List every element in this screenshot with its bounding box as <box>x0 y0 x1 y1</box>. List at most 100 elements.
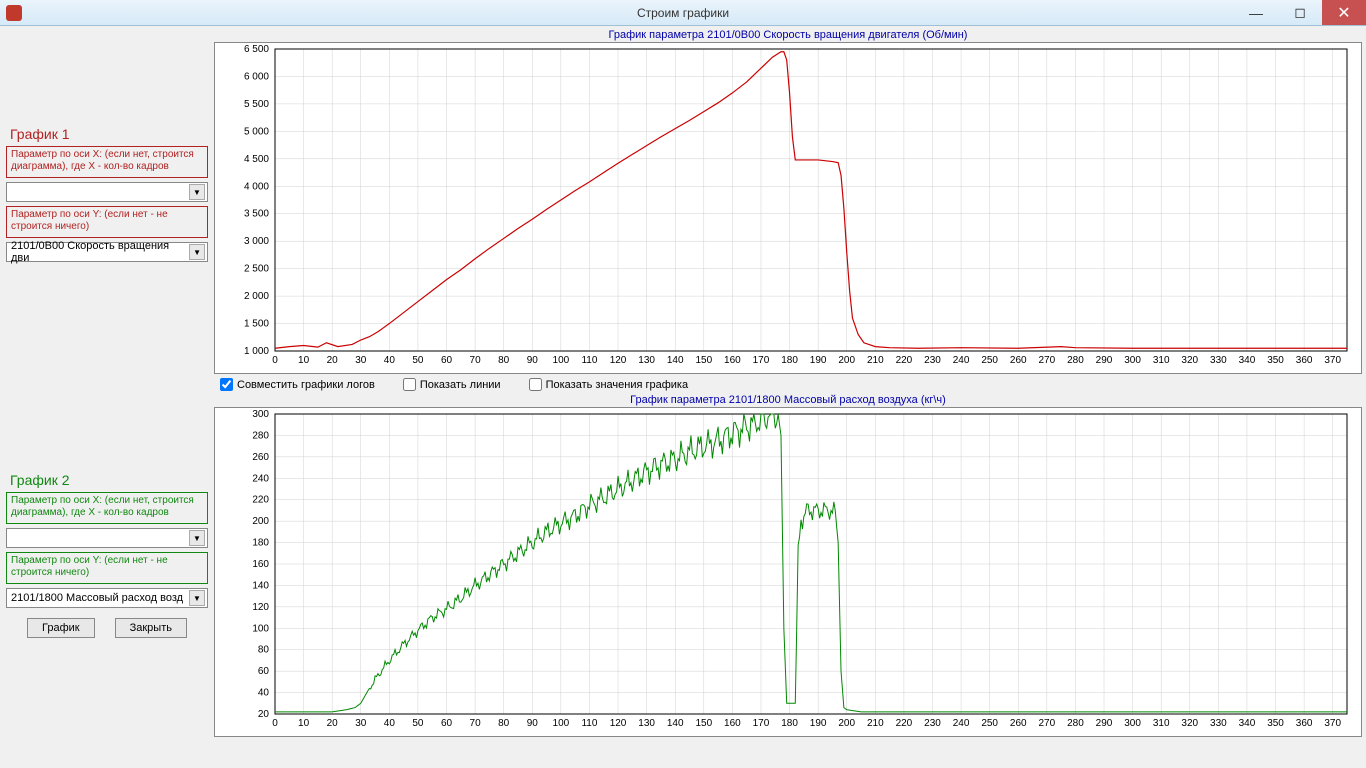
svg-text:1 500: 1 500 <box>244 319 269 330</box>
svg-text:350: 350 <box>1267 355 1284 366</box>
svg-text:50: 50 <box>412 718 424 729</box>
combine-checkbox[interactable]: Совместить графики логов <box>220 378 375 391</box>
svg-text:330: 330 <box>1210 355 1227 366</box>
svg-text:320: 320 <box>1181 355 1198 366</box>
svg-text:4 500: 4 500 <box>244 154 269 165</box>
svg-text:20: 20 <box>327 355 339 366</box>
svg-text:40: 40 <box>384 718 396 729</box>
values-checkbox[interactable]: Показать значения графика <box>529 378 689 391</box>
svg-text:240: 240 <box>953 355 970 366</box>
svg-text:310: 310 <box>1153 718 1170 729</box>
svg-text:10: 10 <box>298 718 310 729</box>
graph2-title: График 2 <box>10 472 208 488</box>
titlebar: Строим графики — ◻ ✕ <box>0 0 1366 26</box>
chart2-title: График параметра 2101/1800 Массовый расх… <box>214 393 1362 407</box>
graph1-title: График 1 <box>10 126 208 142</box>
chart2-area: 0102030405060708090100110120130140150160… <box>214 407 1362 737</box>
svg-text:260: 260 <box>1010 718 1027 729</box>
svg-text:60: 60 <box>441 355 453 366</box>
svg-text:340: 340 <box>1239 355 1256 366</box>
graph1-y-label: Параметр по оси Y: (если нет - не строит… <box>11 209 203 233</box>
graph-button[interactable]: График <box>27 618 95 638</box>
svg-text:190: 190 <box>810 355 827 366</box>
svg-text:120: 120 <box>252 602 269 613</box>
svg-text:230: 230 <box>924 355 941 366</box>
svg-text:5 500: 5 500 <box>244 99 269 110</box>
chevron-down-icon: ▼ <box>189 530 205 546</box>
svg-text:310: 310 <box>1153 355 1170 366</box>
sidebar: График 1 Параметр по оси X: (если нет, с… <box>0 26 214 768</box>
chart2-block: График параметра 2101/1800 Массовый расх… <box>214 393 1362 737</box>
svg-text:10: 10 <box>298 355 310 366</box>
svg-text:260: 260 <box>1010 355 1027 366</box>
svg-text:130: 130 <box>638 718 655 729</box>
svg-text:270: 270 <box>1038 355 1055 366</box>
graph2-x-combo[interactable]: ▼ <box>6 528 208 548</box>
svg-text:60: 60 <box>441 718 453 729</box>
svg-text:250: 250 <box>981 355 998 366</box>
svg-text:210: 210 <box>867 718 884 729</box>
svg-text:370: 370 <box>1324 355 1341 366</box>
svg-text:110: 110 <box>581 355 597 366</box>
svg-text:260: 260 <box>252 452 269 463</box>
chart1-area: 0102030405060708090100110120130140150160… <box>214 42 1362 374</box>
close-graph-button[interactable]: Закрыть <box>115 618 187 638</box>
graph1-x-combo[interactable]: ▼ <box>6 182 208 202</box>
svg-text:300: 300 <box>1124 718 1141 729</box>
lines-checkbox-input[interactable] <box>403 378 416 391</box>
svg-text:220: 220 <box>896 355 913 366</box>
svg-text:4 000: 4 000 <box>244 181 269 192</box>
svg-text:3 000: 3 000 <box>244 236 269 247</box>
combine-label: Совместить графики логов <box>237 379 375 391</box>
svg-text:150: 150 <box>695 718 712 729</box>
svg-text:6 000: 6 000 <box>244 71 269 82</box>
chevron-down-icon: ▼ <box>189 184 205 200</box>
lines-checkbox[interactable]: Показать линии <box>403 378 501 391</box>
svg-text:90: 90 <box>527 355 539 366</box>
svg-text:50: 50 <box>412 355 424 366</box>
chart2-svg: 0102030405060708090100110120130140150160… <box>215 408 1355 736</box>
svg-text:300: 300 <box>1124 355 1141 366</box>
svg-text:110: 110 <box>581 718 597 729</box>
svg-text:80: 80 <box>498 355 510 366</box>
graph2-y-label: Параметр по оси Y: (если нет - не строит… <box>11 555 203 579</box>
svg-text:2 500: 2 500 <box>244 264 269 275</box>
svg-text:210: 210 <box>867 355 884 366</box>
svg-text:190: 190 <box>810 718 827 729</box>
graph2-y-value: 2101/1800 Массовый расход возд <box>11 592 183 604</box>
svg-text:290: 290 <box>1096 355 1113 366</box>
svg-text:280: 280 <box>252 430 269 441</box>
graph1-x-label: Параметр по оси X: (если нет, строится д… <box>11 149 203 173</box>
svg-text:180: 180 <box>781 355 798 366</box>
checkbox-row: Совместить графики логов Показать линии … <box>214 374 1362 393</box>
svg-text:320: 320 <box>1181 718 1198 729</box>
svg-text:100: 100 <box>553 718 570 729</box>
svg-text:0: 0 <box>272 718 278 729</box>
svg-text:150: 150 <box>695 355 712 366</box>
svg-text:280: 280 <box>1067 355 1084 366</box>
svg-text:5 000: 5 000 <box>244 126 269 137</box>
graph1-panel: График 1 Параметр по оси X: (если нет, с… <box>6 126 208 262</box>
svg-text:330: 330 <box>1210 718 1227 729</box>
combine-checkbox-input[interactable] <box>220 378 233 391</box>
svg-text:130: 130 <box>638 355 655 366</box>
svg-text:340: 340 <box>1239 718 1256 729</box>
svg-text:370: 370 <box>1324 718 1341 729</box>
svg-text:140: 140 <box>252 580 269 591</box>
svg-text:200: 200 <box>838 718 855 729</box>
svg-text:160: 160 <box>724 355 741 366</box>
svg-text:280: 280 <box>1067 718 1084 729</box>
svg-text:120: 120 <box>610 355 627 366</box>
svg-text:250: 250 <box>981 718 998 729</box>
svg-text:240: 240 <box>953 718 970 729</box>
svg-text:1 000: 1 000 <box>244 346 269 357</box>
svg-text:240: 240 <box>252 473 269 484</box>
svg-text:70: 70 <box>470 355 482 366</box>
svg-text:360: 360 <box>1296 355 1313 366</box>
graph2-panel: График 2 Параметр по оси X: (если нет, с… <box>6 472 208 608</box>
graph1-y-combo[interactable]: 2101/0B00 Скорость вращения дви ▼ <box>6 242 208 262</box>
graph2-y-combo[interactable]: 2101/1800 Массовый расход возд ▼ <box>6 588 208 608</box>
graph1-y-value: 2101/0B00 Скорость вращения дви <box>11 240 189 264</box>
values-checkbox-input[interactable] <box>529 378 542 391</box>
svg-text:160: 160 <box>252 559 269 570</box>
